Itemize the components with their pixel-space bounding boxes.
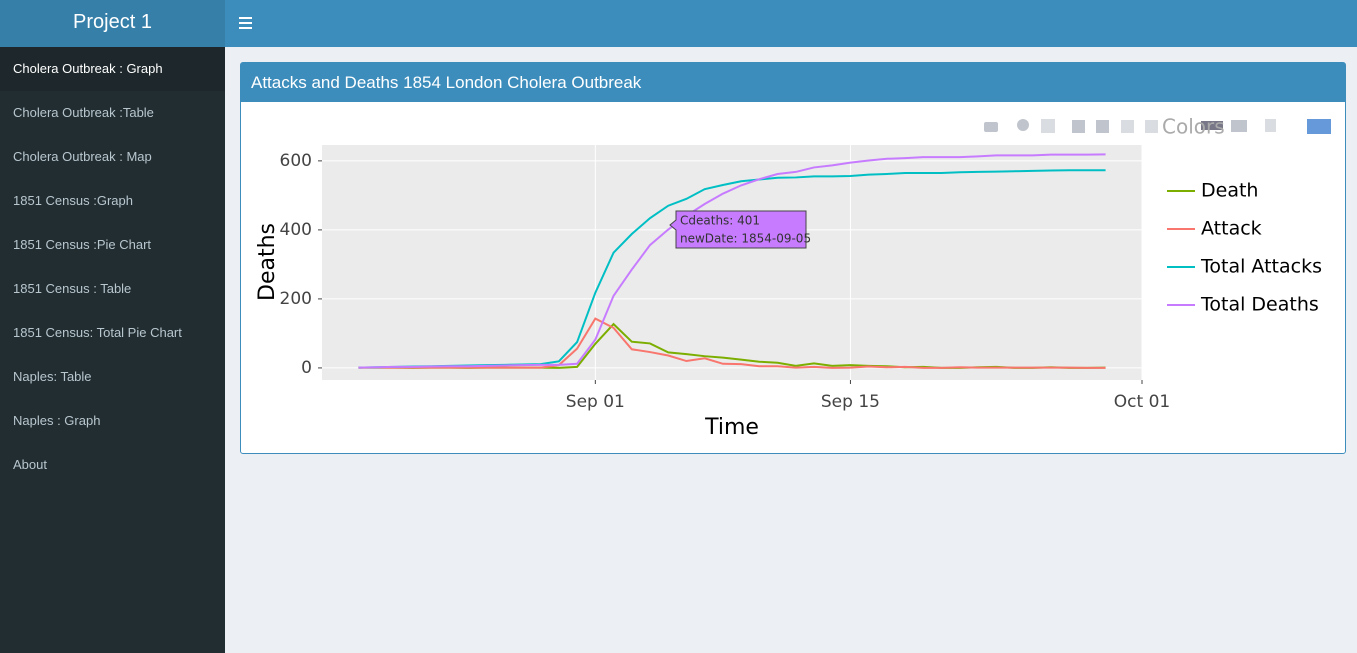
legend-label: Total Deaths — [1200, 294, 1319, 316]
menu-item[interactable]: About — [13, 457, 47, 472]
menu-item[interactable]: 1851 Census :Graph — [13, 193, 133, 208]
y-tick-label: 0 — [301, 358, 312, 378]
menu-item[interactable]: 1851 Census: Total Pie Chart — [13, 325, 182, 340]
legend-title: Colors — [1162, 115, 1225, 139]
series-line — [358, 153, 1106, 369]
menu-item[interactable]: 1851 Census :Pie Chart — [13, 237, 152, 252]
x-tick-label: Sep 15 — [821, 392, 880, 412]
header — [225, 0, 1357, 47]
y-tick-label: 600 — [280, 151, 312, 171]
menu-item[interactable]: Naples: Table — [13, 369, 92, 384]
y-tick-label: 200 — [280, 289, 312, 309]
modebar[interactable] — [984, 119, 1331, 134]
chart: Colors Time Deaths Cdeaths: 401 newDate:… — [255, 115, 1331, 440]
menu-item[interactable]: Cholera Outbreak : Graph — [0, 47, 225, 91]
x-tick-label: Oct 01 — [1114, 392, 1170, 412]
series-line — [358, 317, 1106, 369]
menu-item[interactable]: Naples : Graph — [13, 413, 101, 428]
legend-label: Attack — [1201, 218, 1262, 240]
tooltip-line: Cdeaths: 401 — [680, 214, 760, 228]
sidebar: Project 1 Cholera Outbreak : Graph Choler… — [0, 0, 225, 653]
legend-label: Total Attacks — [1200, 256, 1322, 278]
x-axis-title: Time — [704, 415, 759, 440]
logo[interactable]: Project 1 — [0, 0, 225, 47]
menu-item[interactable]: 1851 Census : Table — [13, 281, 132, 296]
menu-item[interactable]: Cholera Outbreak :Table — [13, 105, 154, 120]
menu-item[interactable]: Cholera Outbreak : Map — [13, 149, 152, 164]
x-tick-label: Sep 01 — [566, 392, 625, 412]
menu: Cholera Outbreak : Graph Cholera Outbreak… — [0, 47, 225, 487]
tooltip-line: newDate: 1854-09-05 — [680, 232, 811, 246]
tooltip: Cdeaths: 401 newDate: 1854-09-05 — [669, 210, 811, 249]
y-tick-label: 400 — [280, 220, 312, 240]
y-axis-title: Deaths — [255, 223, 280, 301]
plot-background — [322, 145, 1142, 380]
legend-label: Death — [1201, 180, 1258, 202]
menu-toggle[interactable] — [239, 16, 255, 30]
box-title: Attacks and Deaths 1854 London Cholera O… — [241, 63, 1345, 102]
